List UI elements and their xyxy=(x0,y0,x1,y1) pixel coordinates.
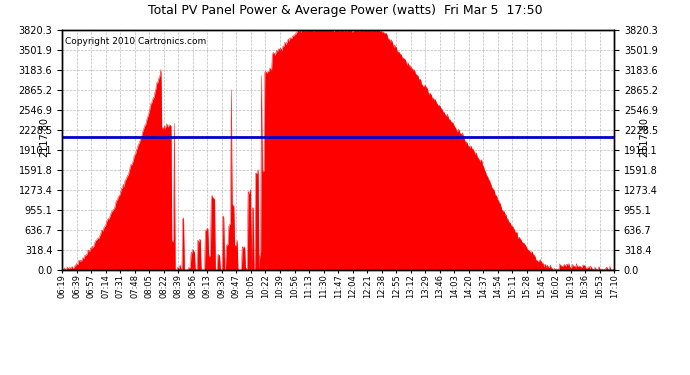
Text: Total PV Panel Power & Average Power (watts)  Fri Mar 5  17:50: Total PV Panel Power & Average Power (wa… xyxy=(148,4,542,17)
Text: 2117.80: 2117.80 xyxy=(39,117,50,157)
Text: 2117.80: 2117.80 xyxy=(640,117,649,157)
Text: Copyright 2010 Cartronics.com: Copyright 2010 Cartronics.com xyxy=(65,37,206,46)
